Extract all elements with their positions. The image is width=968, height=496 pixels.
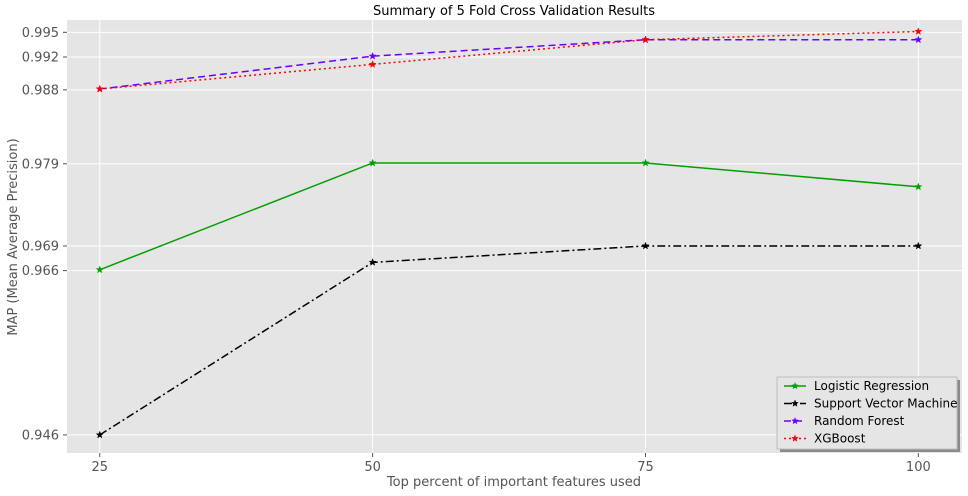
data-point-support-vector-machine (368, 258, 377, 266)
data-point-logistic-regression (95, 265, 104, 274)
legend-marker-support-vector-machine (791, 399, 799, 407)
y-tick-label: 0.966 (22, 264, 59, 279)
x-tick-label: 75 (637, 460, 654, 475)
y-tick-label: 0.988 (22, 83, 59, 98)
series-line-random-forest (99, 38, 919, 90)
legend-items: Logistic Regression Support Vector Machin… (784, 379, 958, 446)
data-point-xgboost (95, 84, 104, 93)
data-point-xgboost (914, 27, 923, 35)
legend-marker-logistic-regression (791, 381, 799, 390)
y-tick-label: 0.946 (22, 428, 59, 443)
legend-marker-random-forest (791, 416, 799, 425)
data-point-random-forest (368, 51, 377, 60)
data-point-random-forest (914, 35, 923, 44)
data-point-xgboost (368, 60, 377, 68)
data-point-support-vector-machine (914, 241, 923, 250)
y-tick-label: 0.969 (22, 239, 59, 254)
y-tick-label: 0.979 (22, 157, 59, 172)
y-tick-label: 0.995 (22, 26, 59, 41)
data-point-support-vector-machine (641, 241, 650, 250)
x-tick-label: 25 (91, 460, 108, 475)
x-tick-labels: 25 50 75 100 (91, 460, 930, 475)
x-axis-label: Top percent of important features used (386, 475, 641, 490)
legend-label-support-vector-machine: Support Vector Machine (814, 397, 958, 411)
series-markers (95, 27, 923, 439)
series-line-xgboost (99, 30, 919, 90)
data-point-support-vector-machine (95, 430, 104, 439)
data-point-logistic-regression (368, 158, 377, 167)
legend-label-random-forest: Random Forest (814, 414, 905, 428)
y-tick-labels: 0.946 0.966 0.969 0.979 0.988 0.992 0.995 (22, 26, 59, 444)
series-lines (99, 30, 919, 436)
series-line-logistic-regression (99, 162, 919, 271)
x-tick-label: 50 (364, 460, 381, 475)
series-line-support-vector-machine (99, 245, 919, 436)
y-axis-label: MAP (Mean Average Precision) (6, 138, 21, 335)
legend-marker-xgboost (791, 434, 799, 442)
legend-label-xgboost: XGBoost (814, 432, 866, 446)
legend: Logistic Regression Support Vector Machin… (776, 376, 960, 452)
data-point-logistic-regression (641, 158, 650, 167)
grid-lines (63, 20, 962, 457)
data-point-xgboost (641, 35, 650, 44)
legend-label-logistic-regression: Logistic Regression (814, 379, 929, 393)
legend-box (776, 376, 958, 450)
chart-title: Summary of 5 Fold Cross Validation Resul… (373, 4, 655, 19)
y-tick-label: 0.992 (22, 50, 59, 65)
data-point-logistic-regression (914, 182, 923, 191)
x-tick-label: 100 (906, 460, 931, 475)
